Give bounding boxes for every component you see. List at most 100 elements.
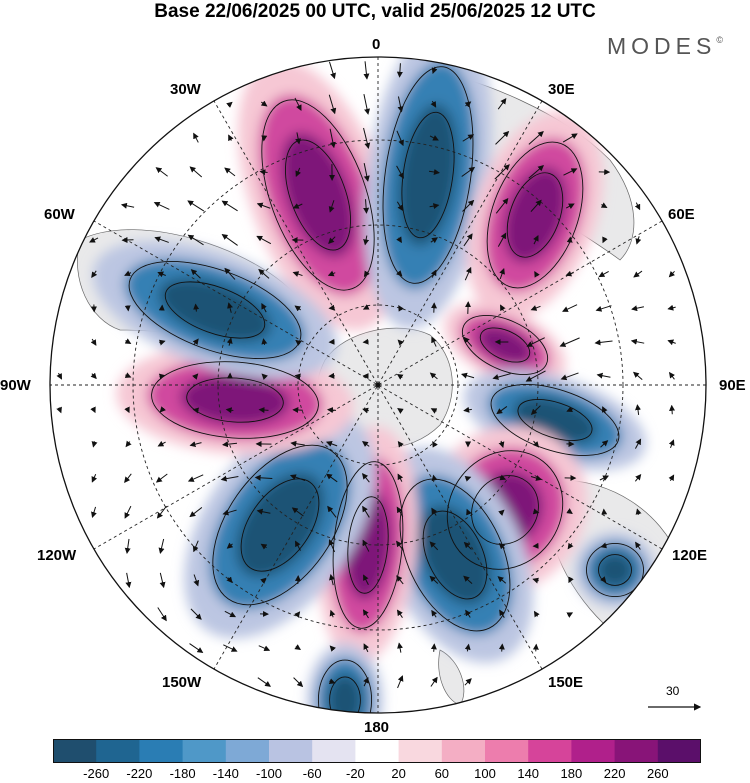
wind-vector-6 — [294, 97, 302, 111]
wind-vector-167 — [189, 441, 202, 448]
wind-vector-91 — [124, 305, 131, 312]
contour-9-1 — [186, 377, 284, 423]
wind-vector-26 — [189, 166, 203, 178]
wind-vector-273 — [293, 677, 304, 688]
wind-vector-95 — [261, 303, 267, 313]
wind-vector-159 — [530, 405, 541, 415]
wind-vector-82 — [430, 269, 437, 278]
wind-vector-201 — [124, 505, 132, 519]
wind-vector-36 — [528, 165, 544, 179]
wind-vector-141 — [560, 372, 579, 381]
wind-vector-9 — [397, 96, 404, 113]
wind-vector-189 — [325, 473, 338, 483]
wind-vector-32 — [396, 165, 404, 179]
wind-vector-184 — [155, 473, 168, 483]
wind-vector-263 — [258, 645, 271, 652]
wind-vector-264 — [294, 644, 301, 650]
lon-label-0: 0 — [372, 36, 381, 53]
wind-vector-93 — [193, 303, 200, 312]
wind-vector-267 — [397, 642, 403, 653]
wind-vector-181 — [668, 439, 675, 448]
wind-vector-278 — [464, 678, 472, 686]
wind-vector-112 — [226, 337, 233, 346]
wind-vector-49 — [462, 199, 475, 212]
wind-vector-268 — [430, 643, 437, 652]
wind-vector-51 — [530, 199, 542, 212]
contour-7-1 — [347, 496, 389, 594]
wind-vector-97 — [328, 304, 335, 311]
colorbar-swatch-4 — [225, 739, 270, 763]
anomaly-lobe-12-2 — [596, 552, 634, 588]
contour-lines — [128, 66, 644, 713]
contour-10-1 — [164, 281, 266, 339]
wind-vector-148 — [159, 406, 166, 413]
wind-vector-185 — [187, 474, 204, 482]
wind-vector-125 — [667, 339, 676, 346]
map-border — [49, 56, 707, 714]
wind-vector-119 — [463, 336, 473, 347]
wind-vector-207 — [327, 505, 337, 518]
wind-vector-99 — [398, 304, 404, 312]
wind-vector-269 — [464, 643, 471, 652]
colorbar-border — [53, 739, 701, 763]
wind-vector-213 — [532, 508, 540, 515]
wind-vector-271 — [532, 643, 539, 652]
colorbar-tick-2: -180 — [169, 766, 196, 781]
colorbar-tick-12: 220 — [603, 766, 626, 781]
anomaly-lobe-1-2 — [398, 104, 458, 246]
wind-vector-62 — [328, 236, 336, 245]
wind-vector-114 — [295, 339, 302, 346]
wind-vector-55 — [89, 237, 99, 243]
anomaly-lobe-6-2 — [419, 505, 491, 605]
contour-9-0 — [151, 361, 319, 439]
wind-vector-29 — [295, 167, 301, 178]
wind-vector-89 — [668, 270, 676, 278]
wind-vector-219 — [192, 540, 199, 553]
wind-vector-17 — [329, 128, 336, 149]
contour-12-1 — [598, 554, 632, 586]
wind-vector-168 — [222, 441, 238, 448]
wind-vector-50 — [495, 197, 509, 214]
wind-vector-258 — [499, 609, 505, 618]
latitude-circle-2 — [132, 139, 624, 631]
wind-vector-199 — [668, 474, 675, 482]
wind-vector-81 — [396, 270, 403, 277]
lon-label-60w: 60W — [44, 206, 75, 223]
wind-vector-222 — [295, 540, 301, 551]
colorbar-tick-1: -220 — [126, 766, 153, 781]
wind-vector-0 — [328, 61, 336, 80]
wind-vector-10 — [430, 100, 437, 108]
wind-vector-231 — [600, 542, 608, 549]
wind-vector-165 — [125, 440, 132, 448]
wind-vector-111 — [192, 338, 199, 346]
wind-vector-275 — [363, 676, 369, 687]
wind-vector-147 — [124, 406, 130, 414]
contour-5-1 — [471, 475, 539, 545]
wind-vector-143 — [632, 371, 643, 380]
wind-vector-270 — [498, 643, 505, 652]
wind-vector-42 — [221, 200, 238, 212]
wind-vector-80 — [363, 270, 370, 278]
wind-vector-163 — [669, 404, 676, 415]
wind-vector-166 — [157, 440, 166, 447]
wind-vector-190 — [361, 473, 370, 483]
contour-4-1 — [517, 399, 593, 441]
wind-vector-149 — [192, 407, 200, 414]
wind-vector-133 — [294, 373, 301, 380]
colorbar-swatch-11 — [528, 739, 572, 763]
colorbar-swatch-0 — [53, 739, 97, 763]
wind-vector-193 — [464, 475, 472, 482]
wind-vector-153 — [326, 407, 337, 414]
contour-0-0 — [261, 99, 375, 291]
wind-vector-76 — [224, 267, 236, 280]
colorbar-tick-9: 100 — [474, 766, 496, 781]
wind-vector-109 — [124, 338, 132, 344]
wind-vector-46 — [363, 199, 370, 214]
wind-vector-176 — [498, 440, 505, 448]
colorbar-swatch-2 — [139, 739, 184, 763]
map-title: Base 22/06/2025 00 UTC, valid 25/06/2025… — [154, 1, 596, 22]
meridian-120 — [93, 220, 663, 550]
wind-vector-138 — [461, 372, 475, 379]
wind-vector-18 — [363, 127, 371, 149]
colorbar — [53, 739, 701, 763]
